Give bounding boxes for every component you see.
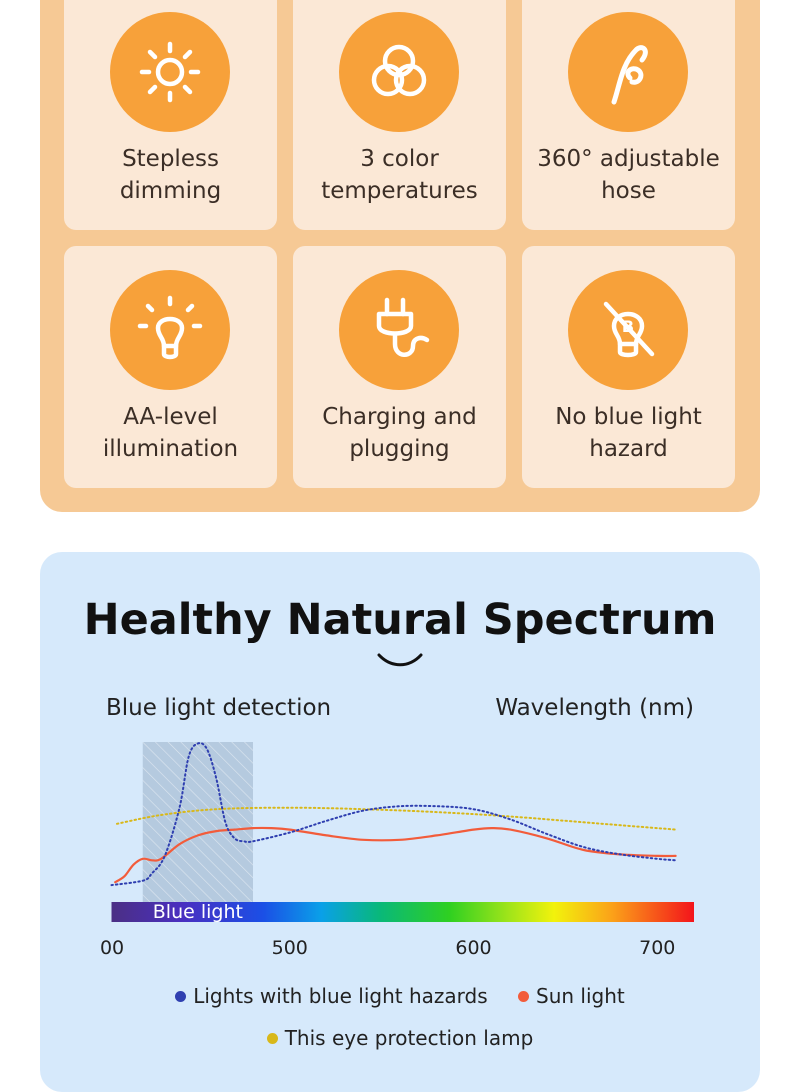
feature-card-adjustable-hose: 360° adjustable hose (522, 0, 735, 230)
light-bulb-icon (110, 270, 230, 390)
spectrum-panel: Healthy Natural Spectrum Blue light dete… (40, 552, 760, 1092)
blue-light-detection-label: Blue light detection (106, 695, 332, 721)
wavelength-label: Wavelength (nm) (495, 695, 694, 721)
x-tick-label: 700 (639, 937, 675, 959)
x-tick-label: 500 (272, 937, 308, 959)
series-line-lamp (116, 806, 677, 831)
title-underline-smile (377, 653, 423, 667)
power-plug-icon (339, 270, 459, 390)
chart-legend-row2: This eye protection lamp (40, 1026, 760, 1050)
feature-card-no-blue-light: B No blue light hazard (522, 246, 735, 488)
features-panel: Stepless dimming 3 color temperatures 36… (40, 0, 760, 512)
feature-card-color-temperatures: 3 color temperatures (293, 0, 506, 230)
series-line-hazard (110, 742, 677, 887)
blue-light-band-hatch (142, 742, 253, 922)
feature-card-stepless-dimming: Stepless dimming (64, 0, 277, 230)
legend-dot-lamp (266, 1033, 278, 1044)
no-blue-light-icon: B (568, 270, 688, 390)
feature-label: No blue light hazard (555, 404, 702, 462)
spectrum-color-bar (111, 902, 694, 922)
blue-light-band-label: Blue light (153, 901, 243, 923)
x-tick-label: 600 (455, 937, 491, 959)
sun-brightness-icon (110, 12, 230, 132)
spectrum-chart: Blue light 400 500 600 700 (100, 742, 694, 959)
legend-item-sun: Sun light (518, 984, 625, 1008)
x-tick-label: 400 (100, 937, 124, 959)
gooseneck-hose-icon (568, 12, 688, 132)
legend-item-lamp: This eye protection lamp (266, 1026, 533, 1050)
series-line-sun (114, 826, 677, 884)
feature-label: 3 color temperatures (321, 146, 478, 204)
svg-text:B: B (622, 317, 634, 336)
color-circles-icon (339, 12, 459, 132)
spectrum-title: Healthy Natural Spectrum (83, 595, 717, 645)
legend-item-hazard: Lights with blue light hazards (175, 984, 488, 1008)
feature-label: Charging and plugging (322, 404, 477, 462)
chart-legend-row1: Lights with blue light hazards Sun light (40, 984, 760, 1008)
legend-dot-hazard (175, 991, 187, 1002)
feature-card-charging-plugging: Charging and plugging (293, 246, 506, 488)
feature-label: AA-level illumination (102, 404, 239, 462)
feature-label: Stepless dimming (119, 146, 222, 204)
feature-label: 360° adjustable hose (537, 146, 720, 204)
legend-dot-sun (518, 991, 530, 1002)
feature-card-aa-illumination: AA-level illumination (64, 246, 277, 488)
